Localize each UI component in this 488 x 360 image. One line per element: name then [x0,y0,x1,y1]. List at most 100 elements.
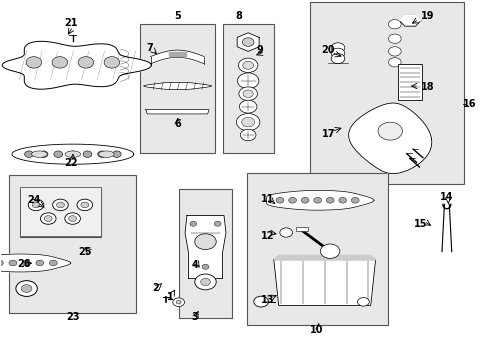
Circle shape [237,73,258,89]
Circle shape [0,260,3,266]
Text: 14: 14 [439,192,453,202]
Circle shape [24,151,33,157]
Circle shape [54,151,62,157]
Text: 4: 4 [191,260,198,270]
Circle shape [65,213,80,224]
Circle shape [49,260,57,266]
Text: 16: 16 [462,99,475,109]
Circle shape [194,274,216,290]
Circle shape [338,197,346,203]
Circle shape [41,213,56,224]
Circle shape [242,38,253,46]
Circle shape [104,57,120,68]
Polygon shape [266,190,373,210]
Circle shape [240,129,255,141]
Text: 9: 9 [256,45,263,55]
Circle shape [32,202,40,208]
Circle shape [202,264,208,269]
Circle shape [53,199,68,211]
Text: 24: 24 [27,195,41,205]
Polygon shape [145,110,209,114]
Circle shape [28,199,44,211]
Ellipse shape [65,151,81,157]
Circle shape [288,197,296,203]
Circle shape [52,57,67,68]
Circle shape [325,197,333,203]
Text: 3: 3 [191,312,198,322]
Circle shape [236,113,259,131]
Text: 8: 8 [235,11,242,21]
Text: 23: 23 [66,312,80,322]
Circle shape [26,57,41,68]
Circle shape [330,48,344,58]
Polygon shape [168,51,186,56]
Circle shape [243,61,253,69]
Circle shape [214,221,221,226]
Circle shape [200,278,210,285]
Polygon shape [348,103,431,174]
Bar [178,189,232,318]
Circle shape [112,151,121,157]
Circle shape [377,122,402,140]
Circle shape [279,228,292,237]
Circle shape [194,234,216,249]
Circle shape [241,117,254,127]
Bar [295,227,307,231]
Text: 18: 18 [420,82,433,92]
Bar [20,189,101,237]
Circle shape [77,199,92,211]
Text: 25: 25 [78,247,91,257]
Circle shape [98,151,106,157]
Bar [20,187,101,235]
Ellipse shape [99,151,114,157]
Circle shape [9,260,17,266]
Text: 5: 5 [174,11,181,21]
Text: 10: 10 [309,325,323,335]
Circle shape [351,197,358,203]
Bar [140,24,215,153]
Circle shape [78,57,94,68]
Circle shape [239,87,257,100]
Circle shape [276,197,284,203]
Circle shape [387,34,400,43]
Circle shape [44,216,52,221]
Circle shape [21,284,32,292]
Bar [310,3,463,184]
Text: 26: 26 [17,259,31,269]
Circle shape [243,90,253,98]
Circle shape [22,260,30,266]
Circle shape [387,47,400,56]
Circle shape [313,197,321,203]
Ellipse shape [31,151,47,157]
Circle shape [238,58,257,72]
Bar [9,175,136,313]
Circle shape [69,216,76,221]
Circle shape [189,221,196,226]
Text: 21: 21 [64,18,78,28]
Bar [398,64,421,100]
Circle shape [239,100,256,113]
Text: 11: 11 [261,194,274,204]
Circle shape [39,151,48,157]
Circle shape [320,244,339,258]
Circle shape [172,298,184,306]
Polygon shape [399,15,420,26]
Polygon shape [273,255,375,260]
Polygon shape [184,216,225,279]
Text: 1: 1 [167,292,173,302]
Text: 6: 6 [174,120,181,129]
Circle shape [387,19,400,29]
Polygon shape [2,41,151,89]
Circle shape [253,296,268,307]
Circle shape [83,151,92,157]
Text: 13: 13 [261,295,274,305]
Circle shape [16,281,37,296]
Circle shape [387,58,400,67]
Circle shape [301,197,308,203]
Bar [246,173,387,325]
Circle shape [357,297,368,306]
Text: 7: 7 [146,43,152,53]
Text: 12: 12 [261,231,274,240]
Circle shape [68,151,77,157]
Text: 19: 19 [420,11,433,21]
